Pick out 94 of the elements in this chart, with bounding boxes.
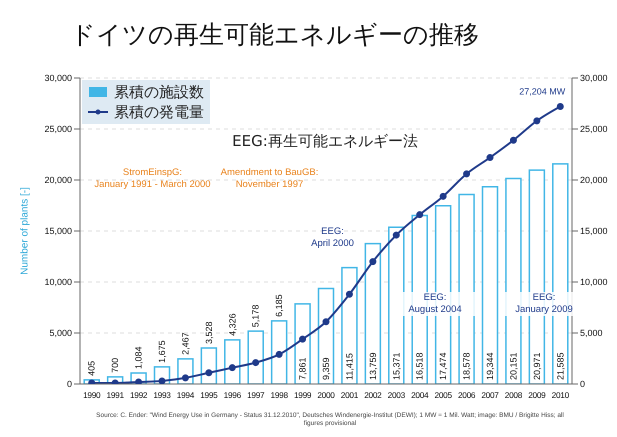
x-tick-label: 1995: [200, 390, 218, 400]
data-label: 1,675: [157, 340, 168, 363]
point: [158, 377, 166, 384]
data-label: 13,759: [368, 352, 378, 380]
x-tick-label: 2001: [340, 390, 359, 400]
x-tick-label: 2006: [458, 390, 476, 400]
annotation: EEG: January 2009: [504, 292, 584, 316]
data-label: 4,326: [227, 313, 238, 336]
chart-title: ドイツの再生可能エネルギーの推移: [70, 19, 479, 51]
annotation: EEG: August 2004: [395, 292, 475, 316]
point: [463, 170, 470, 178]
y-axis-title: Number of plants [-]: [20, 186, 31, 275]
x-tick-label: 1996: [224, 390, 242, 400]
point: [322, 318, 330, 326]
x-tick-label: 1999: [294, 390, 312, 400]
x-tick-label: 2003: [388, 390, 406, 400]
y2-tick-label: 10,000: [580, 277, 608, 288]
data-label: 21,585: [555, 352, 566, 380]
data-label: 16,518: [414, 352, 425, 380]
legend-label: 累積の施設数: [114, 82, 204, 102]
x-tick-label: 2000: [317, 390, 336, 400]
point: [252, 359, 260, 366]
annotation: EEG: April 2000: [310, 226, 355, 250]
x-tick-label: 1990: [83, 390, 102, 400]
x-tick-label: 1992: [130, 390, 148, 400]
annotation: EEG:再生可能エネルギー法: [231, 132, 419, 151]
point: [205, 369, 212, 376]
annotation: Amendment to BauGB: November 1997: [220, 167, 320, 191]
y2-tick-label: 0: [580, 379, 586, 390]
x-tick-label: 2009: [528, 390, 546, 400]
bar: [482, 186, 498, 384]
data-label: 17,474: [438, 352, 448, 380]
annotation: StromEinspG: January 1991 - March 2000: [93, 167, 212, 191]
bar: [270, 320, 288, 384]
point: [369, 258, 376, 266]
data-label: 405: [86, 360, 97, 376]
y2-tick-label: 15,000: [580, 226, 608, 236]
bar: [341, 266, 358, 384]
data-label: 700: [110, 358, 120, 373]
data-label: 20,151: [508, 352, 518, 380]
x-tick-label: 2002: [364, 390, 382, 400]
data-label: 5,178: [250, 304, 261, 328]
point: [416, 211, 424, 218]
annotation: 27,204 MW: [519, 86, 566, 97]
bar: [294, 303, 311, 384]
data-label: 19,344: [485, 352, 496, 380]
data-label: 15,371: [391, 352, 402, 380]
x-tick-label: 2008: [504, 390, 523, 400]
point: [510, 136, 517, 144]
point: [440, 192, 447, 200]
y2-tick-label: 30,000: [580, 73, 608, 84]
y-tick-label: 30,000: [44, 73, 72, 84]
point: [392, 232, 400, 239]
x-tick-label: 1994: [176, 390, 195, 400]
bar: [200, 347, 218, 384]
legend-label: 累積の発電量: [114, 102, 204, 122]
x-tick-label: 1998: [270, 390, 288, 400]
y-tick-label: 15,000: [44, 226, 72, 236]
y-tick-label: 20,000: [44, 175, 72, 186]
y-tick-label: 25,000: [44, 124, 72, 134]
y2-tick-label: 25,000: [580, 124, 608, 134]
data-label: 18,578: [462, 352, 472, 380]
data-label: 9,359: [321, 357, 332, 380]
x-tick-label: 2010: [552, 390, 570, 400]
y-tick-label: 10,000: [44, 277, 72, 288]
x-tick-label: 1993: [153, 390, 172, 400]
x-tick-label: 1991: [106, 390, 124, 400]
bar: [224, 339, 241, 384]
y2-tick-label: 20,000: [580, 175, 608, 186]
point: [182, 374, 189, 382]
point: [533, 117, 540, 124]
y2-tick-label: 5,000: [580, 328, 603, 338]
bar: [318, 288, 334, 384]
point: [228, 364, 236, 372]
point: [556, 103, 564, 110]
x-tick-label: 1997: [247, 390, 266, 400]
y-tick-label: 5,000: [49, 328, 72, 338]
data-label: 1,084: [134, 346, 144, 369]
point: [276, 350, 283, 358]
x-tick-label: 2007: [481, 390, 500, 400]
x-tick-label: 2004: [411, 390, 430, 400]
bar: [247, 330, 264, 384]
data-label: 11,415: [344, 353, 354, 380]
data-label: 7,861: [298, 357, 308, 380]
data-label: 6,185: [274, 294, 284, 317]
bar: [364, 242, 382, 384]
point: [299, 336, 306, 343]
point: [486, 154, 494, 162]
data-label: 3,528: [204, 321, 214, 344]
point: [346, 290, 353, 298]
x-tick-label: 2005: [434, 390, 452, 400]
data-label: 2,467: [180, 332, 190, 355]
data-label: 20,971: [532, 352, 542, 380]
y-tick-label: 0: [66, 379, 72, 390]
